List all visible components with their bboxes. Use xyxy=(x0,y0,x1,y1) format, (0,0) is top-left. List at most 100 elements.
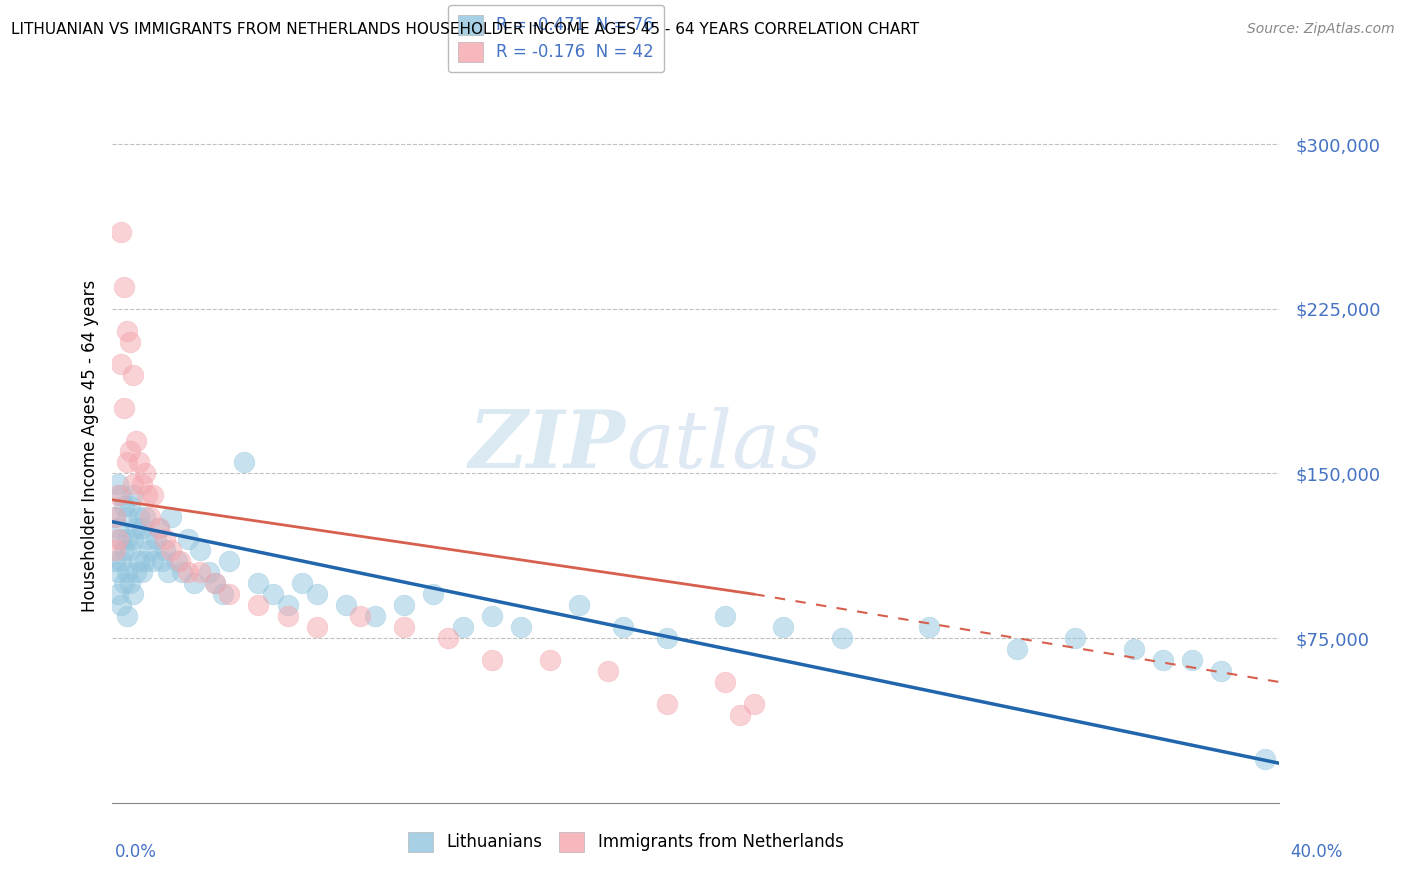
Point xyxy=(107,477,129,491)
Legend: Lithuanians, Immigrants from Netherlands: Lithuanians, Immigrants from Netherlands xyxy=(402,825,851,859)
Point xyxy=(134,554,156,568)
Point xyxy=(112,543,135,558)
Point xyxy=(1005,642,1028,657)
Point xyxy=(139,510,162,524)
Point xyxy=(177,533,200,547)
Point xyxy=(918,620,941,634)
Point xyxy=(110,357,132,371)
Point xyxy=(107,533,129,547)
Point xyxy=(118,334,141,349)
Point xyxy=(131,521,153,535)
Point xyxy=(188,566,211,580)
Point xyxy=(122,533,145,547)
Point xyxy=(218,554,240,568)
Point xyxy=(349,609,371,624)
Text: atlas: atlas xyxy=(626,408,821,484)
Point xyxy=(598,664,620,678)
Point xyxy=(655,631,678,645)
Point xyxy=(107,587,129,601)
Point xyxy=(831,631,853,645)
Point xyxy=(107,521,129,535)
Point xyxy=(131,477,153,491)
Point xyxy=(142,554,165,568)
Point xyxy=(1254,752,1277,766)
Point xyxy=(139,543,162,558)
Point xyxy=(112,500,135,514)
Point xyxy=(148,521,170,535)
Point xyxy=(142,488,165,502)
Point xyxy=(107,488,129,502)
Point xyxy=(655,697,678,711)
Point xyxy=(112,401,135,415)
Point xyxy=(1064,631,1087,645)
Point xyxy=(197,566,219,580)
Point xyxy=(437,631,460,645)
Point xyxy=(714,675,737,690)
Point xyxy=(568,598,591,612)
Point xyxy=(134,467,156,481)
Point xyxy=(451,620,474,634)
Point xyxy=(394,598,416,612)
Point xyxy=(1181,653,1204,667)
Point xyxy=(110,225,132,239)
Point xyxy=(728,708,751,723)
Point xyxy=(104,554,127,568)
Point xyxy=(212,587,235,601)
Point xyxy=(122,477,145,491)
Point xyxy=(148,521,170,535)
Point xyxy=(169,554,191,568)
Point xyxy=(153,543,176,558)
Point xyxy=(112,576,135,591)
Point xyxy=(305,587,328,601)
Point xyxy=(115,609,138,624)
Point xyxy=(131,566,153,580)
Point xyxy=(125,434,148,448)
Point xyxy=(538,653,561,667)
Point xyxy=(145,533,167,547)
Point xyxy=(394,620,416,634)
Point xyxy=(160,510,183,524)
Point xyxy=(104,510,127,524)
Point xyxy=(136,533,159,547)
Point xyxy=(115,510,138,524)
Point xyxy=(1152,653,1174,667)
Point xyxy=(134,510,156,524)
Point xyxy=(128,510,150,524)
Point xyxy=(742,697,765,711)
Point xyxy=(1209,664,1232,678)
Point xyxy=(115,455,138,469)
Point xyxy=(177,566,200,580)
Point xyxy=(115,324,138,338)
Point xyxy=(110,554,132,568)
Point xyxy=(276,598,298,612)
Y-axis label: Householder Income Ages 45 - 64 years: Householder Income Ages 45 - 64 years xyxy=(80,280,98,612)
Point xyxy=(156,566,179,580)
Point xyxy=(305,620,328,634)
Point xyxy=(153,533,176,547)
Point xyxy=(772,620,794,634)
Point xyxy=(125,521,148,535)
Point xyxy=(166,554,188,568)
Point xyxy=(122,488,145,502)
Point xyxy=(104,510,127,524)
Point xyxy=(118,576,141,591)
Point xyxy=(364,609,387,624)
Text: 40.0%: 40.0% xyxy=(1291,843,1343,861)
Point xyxy=(122,587,145,601)
Text: 0.0%: 0.0% xyxy=(115,843,157,861)
Point xyxy=(218,587,240,601)
Point xyxy=(107,566,129,580)
Point xyxy=(612,620,634,634)
Point xyxy=(204,576,226,591)
Text: ZIP: ZIP xyxy=(470,408,626,484)
Point xyxy=(232,455,254,469)
Point xyxy=(104,543,127,558)
Point xyxy=(122,368,145,382)
Point xyxy=(714,609,737,624)
Point xyxy=(115,566,138,580)
Point xyxy=(118,543,141,558)
Point xyxy=(150,554,173,568)
Point xyxy=(110,533,132,547)
Point xyxy=(262,587,284,601)
Point xyxy=(247,576,270,591)
